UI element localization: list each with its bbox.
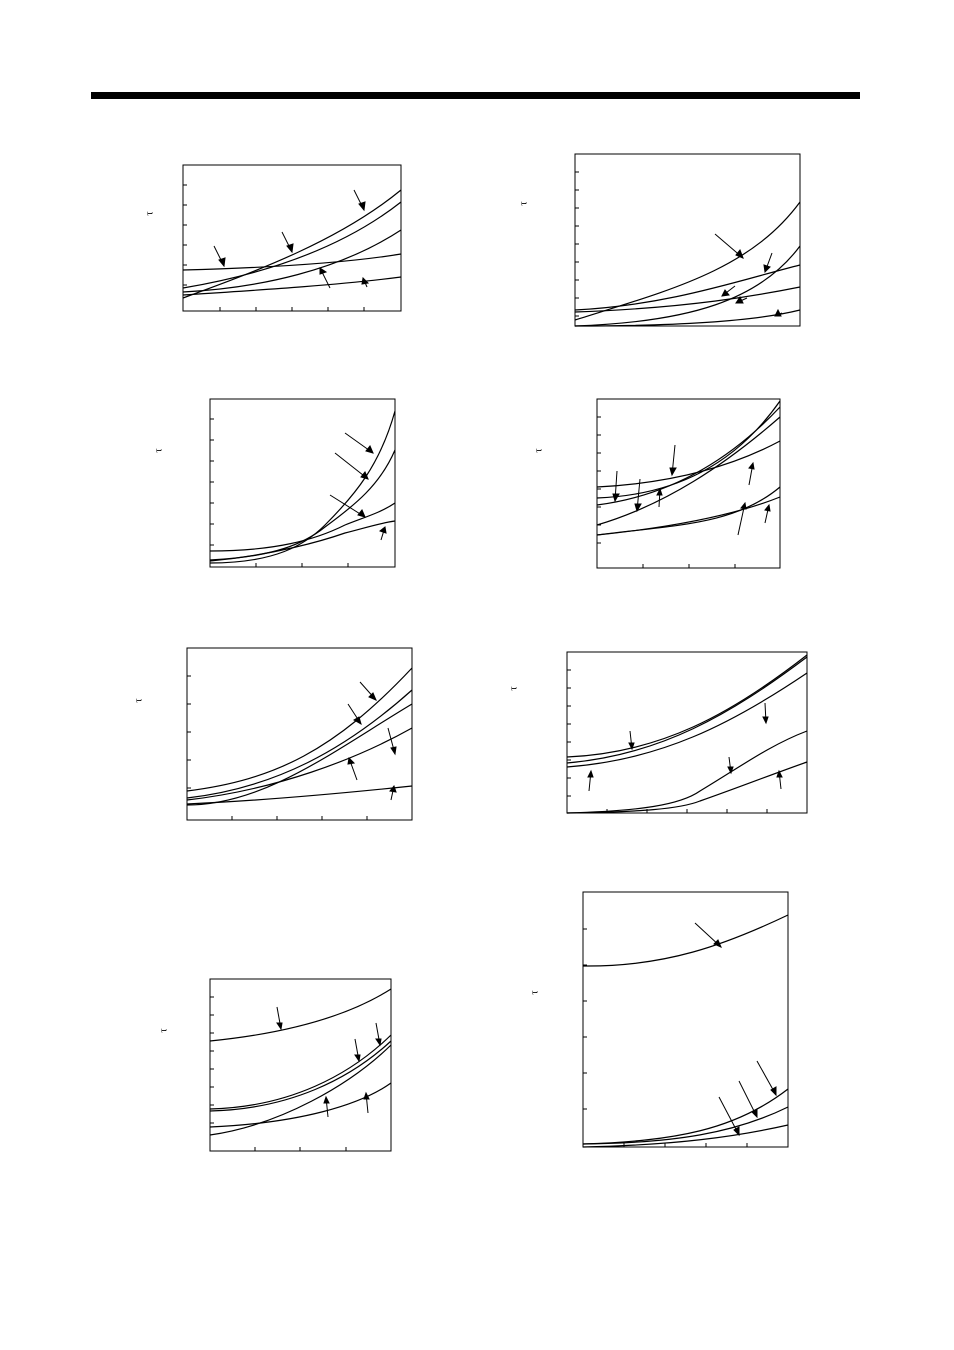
graph-plot xyxy=(209,398,396,568)
graph-plot xyxy=(574,153,801,327)
graph-plot xyxy=(209,978,392,1152)
graph-plot xyxy=(566,651,808,814)
graph-panel-6: τ xyxy=(508,645,815,825)
graph-plot xyxy=(186,647,413,821)
graph-panel-3: τ xyxy=(153,395,405,580)
graph-panel-7: τ xyxy=(158,975,405,1160)
header-rule xyxy=(91,92,860,99)
graph-panel-2: τ xyxy=(518,150,810,335)
graph-plot xyxy=(182,164,402,312)
graph-panel-4: τ xyxy=(533,395,785,580)
graph-plot xyxy=(596,398,781,569)
graph-plot xyxy=(582,891,789,1148)
graph-panel-1: τ xyxy=(140,160,410,320)
graph-panel-5: τ xyxy=(133,640,420,825)
graph-panel-8: τ xyxy=(525,885,800,1155)
